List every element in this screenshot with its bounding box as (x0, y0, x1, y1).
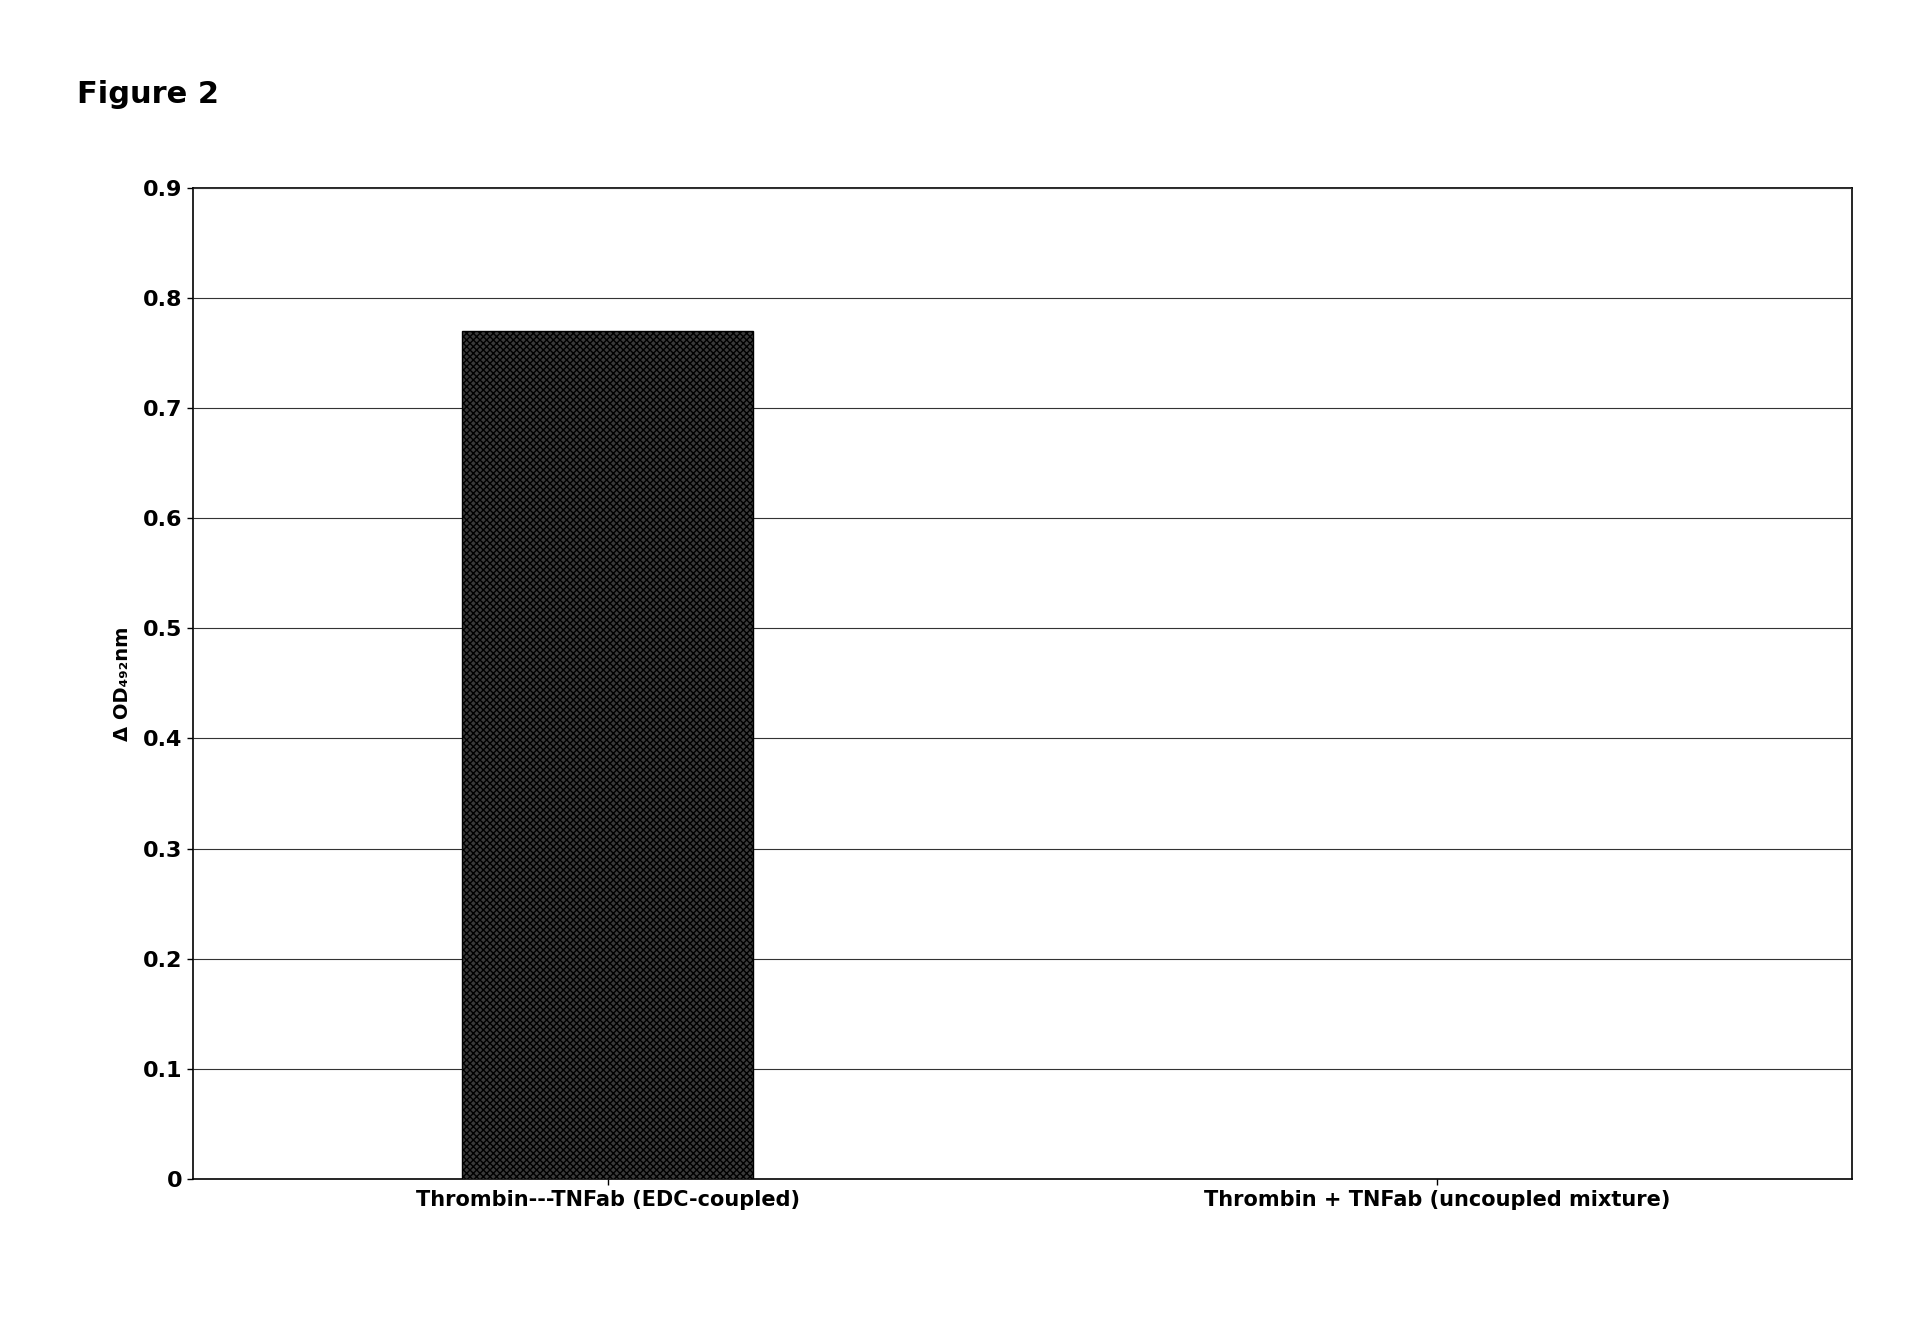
Y-axis label: Δ OD₄₉₂nm: Δ OD₄₉₂nm (114, 626, 131, 741)
Text: Figure 2: Figure 2 (77, 80, 220, 110)
Bar (463, 331, 752, 1179)
